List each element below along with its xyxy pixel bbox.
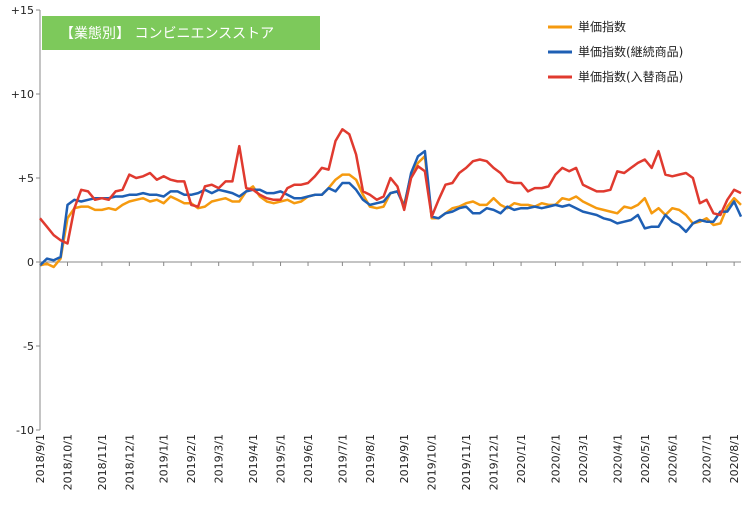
legend-label: 単価指数(継続商品) (578, 44, 683, 59)
series-lines (39, 128, 743, 269)
y-tick-label: -5 (23, 340, 34, 353)
x-tick-label: 2018/9/1 (34, 434, 47, 483)
legend-label: 単価指数(入替商品) (578, 69, 683, 84)
y-tick-label: 0 (27, 256, 34, 269)
y-tick-label: -10 (16, 424, 34, 437)
x-tick-label: 2018/10/1 (61, 434, 74, 490)
x-tick-label: 2020/3/1 (577, 434, 590, 483)
x-tick-label: 2019/4/1 (247, 434, 260, 483)
y-tick-label: +10 (11, 88, 34, 101)
x-tick-label: 2019/11/1 (460, 434, 473, 490)
x-tick-label: 2019/2/1 (185, 434, 198, 483)
x-tick-label: 2019/1/1 (158, 434, 171, 483)
legend-label: 単価指数 (578, 19, 626, 34)
x-tick-label: 2019/8/1 (364, 434, 377, 483)
series-line-2 (39, 149, 743, 267)
x-tick-label: 2019/7/1 (336, 434, 349, 483)
x-tick-label: 2020/7/1 (701, 434, 714, 483)
series-line-1 (39, 154, 742, 269)
x-tick-label: 2018/12/1 (123, 434, 136, 490)
x-tick-label: 2020/5/1 (639, 434, 652, 483)
x-axis-ticks: 2018/9/1 2018/10/1 2018/11/1 2018/12/1 2019/… (34, 262, 741, 490)
y-tick-label: +5 (18, 172, 34, 185)
x-tick-label: 2019/10/1 (426, 434, 439, 490)
x-tick-label: 2018/11/1 (96, 434, 109, 490)
x-tick-label: 2020/6/1 (666, 434, 679, 483)
x-tick-label: 2020/8/1 (728, 434, 741, 483)
x-tick-label: 2020/2/1 (549, 434, 562, 483)
x-tick-label: 2019/3/1 (213, 434, 226, 483)
y-axis-ticks: +15 +10 +5 0 -5 -10 (11, 4, 40, 437)
x-tick-label: 2019/6/1 (302, 434, 315, 483)
x-tick-label: 2019/5/1 (275, 434, 288, 483)
chart-title-box (42, 16, 320, 50)
chart-title: 【業態別】 コンビニエンスストア (60, 26, 274, 42)
x-tick-label: 2020/1/1 (515, 434, 528, 483)
x-tick-label: 2019/12/1 (488, 434, 501, 490)
series-line-3 (39, 128, 742, 245)
y-tick-label: +15 (11, 4, 34, 17)
x-tick-label: 2019/9/1 (398, 434, 411, 483)
x-tick-label: 2020/4/1 (611, 434, 624, 483)
